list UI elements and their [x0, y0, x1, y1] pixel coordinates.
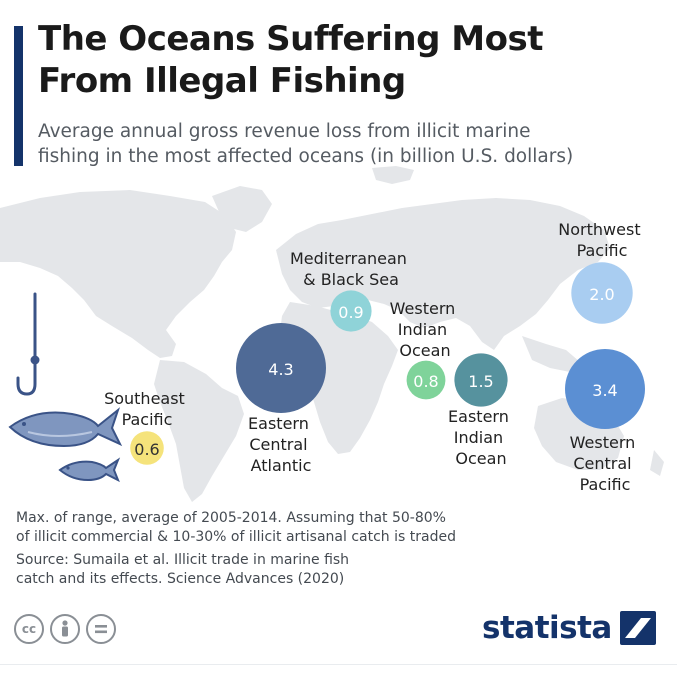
world-map-land	[0, 166, 664, 502]
small-fish-icon	[58, 457, 121, 483]
cc-icon[interactable]: cc	[14, 614, 44, 644]
source-line-1: Source: Sumaila et al. Illicit trade in …	[16, 552, 350, 568]
value-label-northwest-pacific: 2.0	[589, 285, 614, 304]
large-fish-icon	[8, 407, 123, 448]
subtitle-line-2: fishing in the most affected oceans (in …	[38, 146, 574, 167]
value-label-eastern-indian-ocean: 1.5	[468, 372, 493, 391]
value-label-western-central-pacific: 3.4	[592, 381, 617, 400]
page-title: The Oceans Suffering Most From Illegal F…	[38, 18, 658, 102]
region-label-eastern-indian-ocean: Eastern Indian Ocean	[448, 407, 514, 468]
bubble-mediterranean-black-sea	[330, 290, 372, 332]
region-label-western-indian-ocean: Western Indian Ocean	[390, 299, 461, 360]
subtitle-line-1: Average annual gross revenue loss from i…	[38, 121, 531, 142]
region-label-western-central-pacific: Western Central Pacific	[570, 433, 641, 494]
license-icons: cc	[14, 614, 116, 644]
accent-bar	[14, 26, 23, 166]
value-label-eastern-central-atlantic: 4.3	[268, 360, 293, 379]
statista-logo-icon	[619, 611, 656, 645]
value-label-western-indian-ocean: 0.8	[413, 372, 438, 391]
source-line-2: catch and its effects. Science Advances …	[16, 571, 345, 587]
footnotes: Max. of range, average of 2005-2014. Ass…	[16, 509, 536, 589]
title-line-2: From Illegal Fishing	[38, 61, 406, 101]
footer-panel	[0, 502, 677, 691]
bubble-northwest-pacific	[571, 262, 633, 324]
note-line-2: of illicit commercial & 10-30% of illici…	[16, 529, 456, 545]
bubble-southeast-pacific	[130, 431, 164, 465]
brand-name: statista	[482, 610, 612, 646]
region-label-northwest-pacific: Northwest Pacific	[558, 220, 645, 260]
region-label-eastern-central-atlantic: Eastern Central Atlantic	[248, 414, 314, 475]
region-label-mediterranean-black-sea: Mediterranean & Black Sea	[290, 249, 412, 289]
title-line-1: The Oceans Suffering Most	[38, 19, 543, 59]
page-subtitle: Average annual gross revenue loss from i…	[38, 119, 658, 169]
bottom-divider	[0, 664, 677, 665]
fishing-hook-icon	[16, 292, 40, 396]
bubble-layer	[130, 262, 645, 465]
bubble-eastern-indian-ocean	[454, 353, 508, 407]
note-line-1: Max. of range, average of 2005-2014. Ass…	[16, 510, 446, 526]
bubble-eastern-central-atlantic	[236, 323, 326, 413]
statista-logo[interactable]: statista	[482, 606, 656, 650]
region-label-southeast-pacific: Southeast Pacific	[104, 389, 190, 429]
bubble-western-central-pacific	[565, 349, 645, 429]
bubble-western-indian-ocean	[406, 360, 446, 400]
nd-icon[interactable]	[86, 614, 116, 644]
value-label-southeast-pacific: 0.6	[134, 440, 159, 459]
value-label-mediterranean-black-sea: 0.9	[338, 303, 363, 322]
by-icon[interactable]	[50, 614, 80, 644]
